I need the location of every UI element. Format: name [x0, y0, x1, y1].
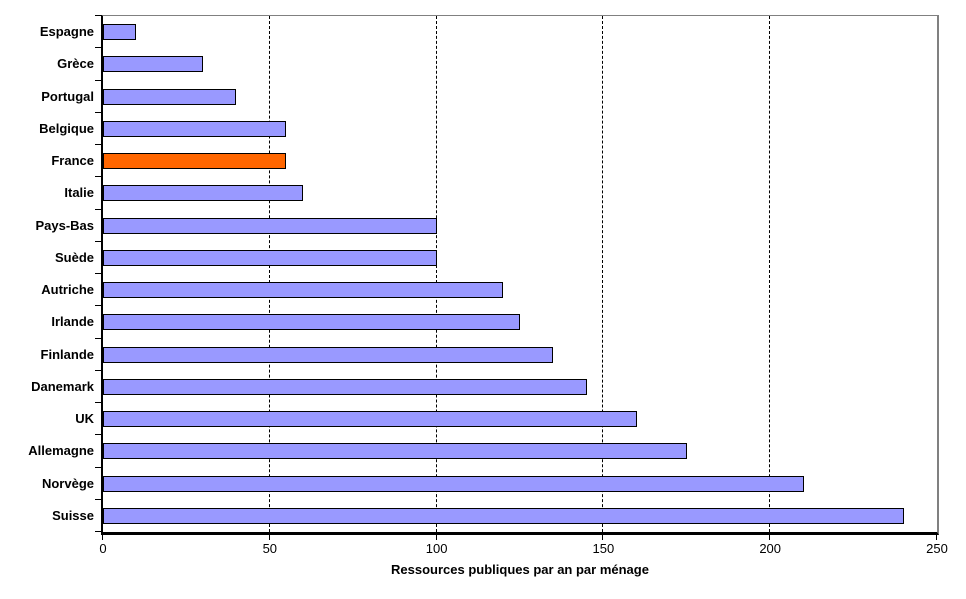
x-axis-title: Ressources publiques par an par ménage: [391, 562, 649, 577]
y-axis-tick: [95, 467, 102, 468]
x-tick-label-150: 150: [592, 541, 615, 556]
y-axis-tick: [95, 499, 102, 500]
bar-allemagne: [103, 443, 687, 460]
x-axis-tick-250: [936, 535, 937, 540]
y-axis-tick: [95, 144, 102, 145]
y-axis-tick: [95, 370, 102, 371]
category-label-grece: Grèce: [57, 56, 94, 72]
bar-suisse: [103, 507, 904, 524]
x-axis-tick-100: [435, 535, 437, 540]
category-label-suede: Suède: [54, 249, 94, 265]
y-axis-tick: [95, 209, 102, 210]
bar-danemark: [103, 378, 587, 395]
category-label-danemark: Danemark: [31, 378, 94, 394]
y-axis-tick: [95, 434, 102, 435]
plot-area: [101, 15, 939, 535]
y-axis-tick: [95, 305, 102, 306]
category-label-norvege: Norvège: [41, 475, 94, 491]
bar-irlande: [103, 314, 520, 331]
y-axis-tick: [95, 273, 102, 274]
gridline-50: [268, 16, 270, 532]
y-axis-tick: [95, 531, 102, 532]
bar-espagne: [103, 24, 137, 41]
category-label-suisse: Suisse: [52, 507, 94, 523]
category-label-uk: UK: [75, 411, 94, 427]
x-axis-tick-200: [769, 535, 771, 540]
gridline-150: [602, 16, 604, 532]
bar-pays-bas: [103, 217, 437, 234]
category-label-espagne: Espagne: [39, 24, 94, 40]
y-axis-tick: [95, 338, 102, 339]
category-label-irlande: Irlande: [51, 314, 94, 330]
category-label-pays-bas: Pays-Bas: [35, 217, 94, 233]
y-axis-tick: [95, 80, 102, 81]
y-axis-tick: [95, 241, 102, 242]
category-label-allemagne: Allemagne: [28, 443, 94, 459]
gridline-200: [769, 16, 771, 532]
y-axis-tick: [95, 15, 102, 16]
bar-uk: [103, 411, 637, 428]
bar-grece: [103, 56, 204, 73]
gridline-100: [435, 16, 437, 532]
bar-autriche: [103, 282, 504, 299]
x-tick-label-200: 200: [759, 541, 782, 556]
bar-france: [103, 153, 287, 170]
y-axis-tick: [95, 176, 102, 177]
bar-italie: [103, 185, 304, 202]
bar-finlande: [103, 346, 554, 363]
x-axis-tick-0: [102, 535, 103, 540]
y-axis-tick: [95, 112, 102, 113]
x-tick-label-100: 100: [425, 541, 448, 556]
bar-norvege: [103, 475, 804, 492]
category-label-autriche: Autriche: [41, 282, 94, 298]
x-tick-label-0: 0: [99, 541, 107, 556]
x-tick-label-250: 250: [926, 541, 948, 556]
category-label-belgique: Belgique: [39, 120, 94, 136]
y-axis-tick: [95, 402, 102, 403]
bar-portugal: [103, 88, 237, 105]
category-label-portugal: Portugal: [41, 88, 94, 104]
x-axis-tick-50: [268, 535, 270, 540]
category-label-france: France: [51, 153, 94, 169]
y-axis-tick: [95, 47, 102, 48]
x-axis-tick-150: [602, 535, 604, 540]
bar-belgique: [103, 120, 287, 137]
x-tick-label-50: 50: [262, 541, 278, 556]
bar-suede: [103, 249, 437, 266]
category-label-finlande: Finlande: [40, 346, 94, 362]
category-label-italie: Italie: [64, 185, 94, 201]
